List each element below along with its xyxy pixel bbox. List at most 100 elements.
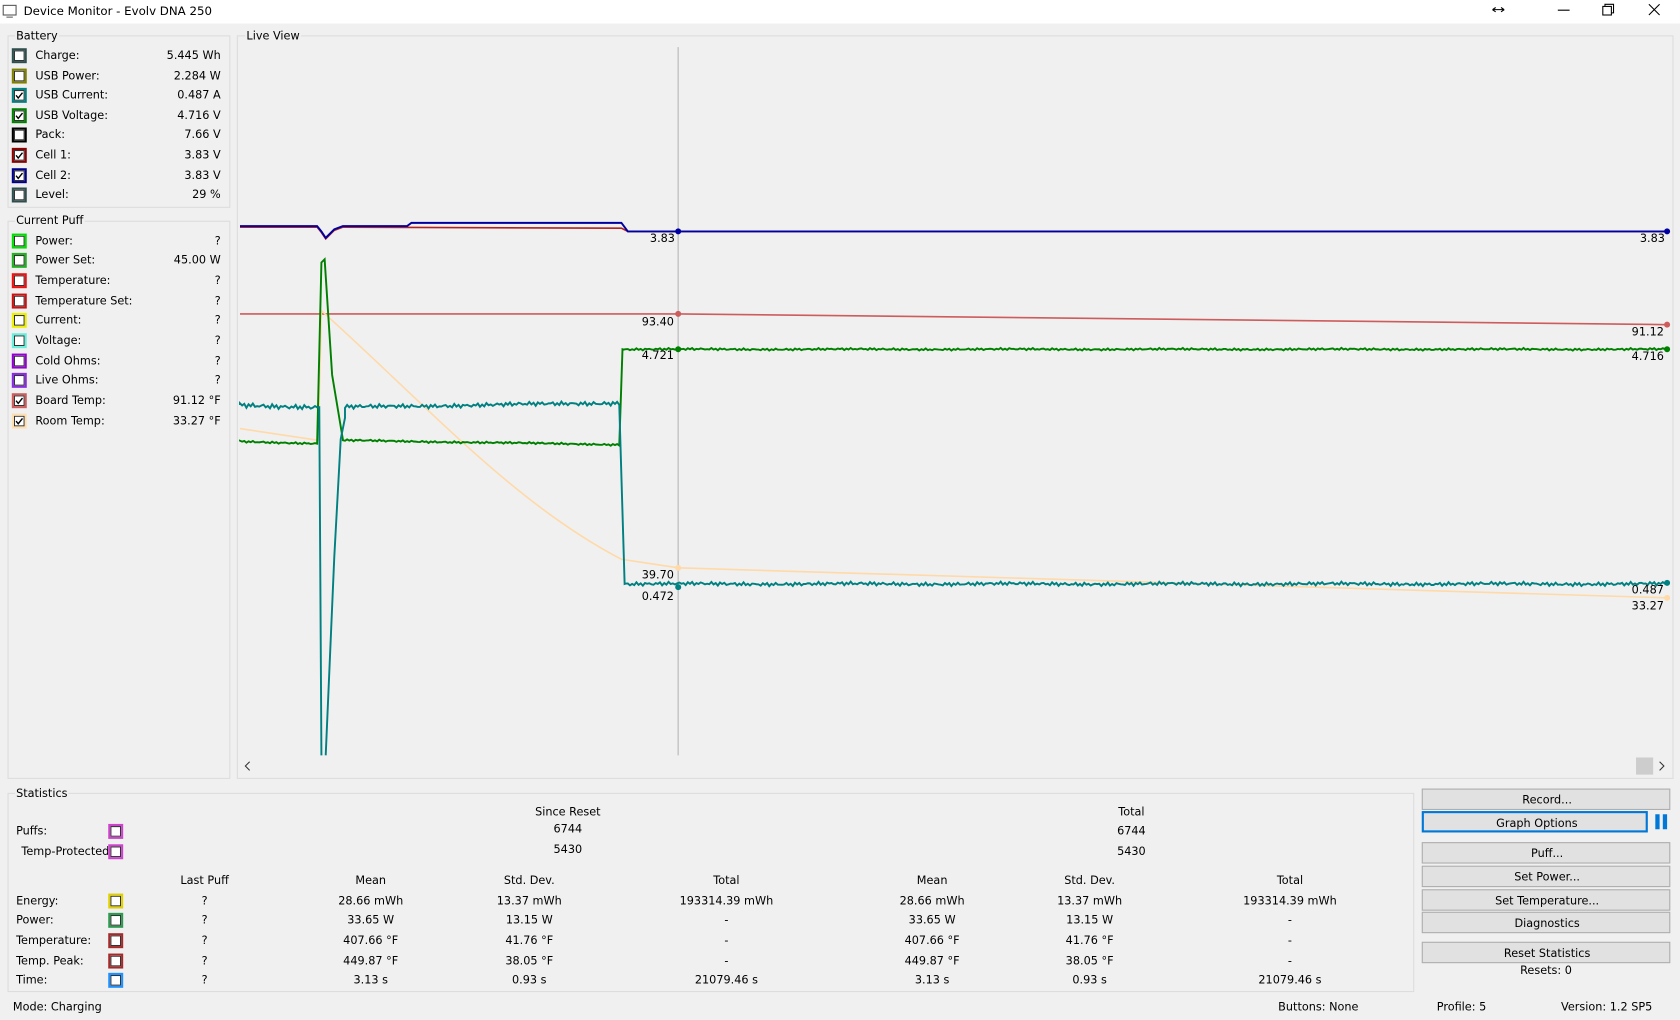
group-title: Live View [245, 28, 301, 44]
row-checkbox[interactable] [108, 823, 124, 839]
button[interactable]: Record... [1421, 788, 1671, 810]
row-label: Temp-Protected: [21, 845, 114, 859]
series-checkbox[interactable] [11, 48, 27, 64]
count-value: 6744 [553, 822, 583, 836]
row-checkbox[interactable] [108, 844, 124, 860]
series-checkbox[interactable] [11, 373, 27, 389]
item-label: Voltage: [35, 334, 82, 348]
cell1-line [239, 226, 1668, 241]
stat-cell: 0.93 s [512, 974, 547, 988]
button[interactable]: Puff... [1421, 842, 1671, 864]
series-checkbox[interactable] [11, 253, 27, 269]
stat-cell: ? [201, 934, 208, 948]
stat-cell: 13.37 mWh [1057, 894, 1123, 907]
scrollbar[interactable] [239, 756, 1670, 776]
status-text: Version: 1.2 SP5 [1561, 1000, 1653, 1014]
scroll-right[interactable] [1659, 761, 1665, 771]
item-label: Pack: [35, 128, 66, 142]
item-label: Live Ohms: [35, 374, 99, 388]
series-checkbox[interactable] [11, 273, 27, 289]
value-label: 33.27 [1631, 599, 1664, 613]
checkbox-inner [13, 169, 25, 181]
window-title: Device Monitor - Evolv DNA 250 [23, 4, 213, 19]
checkbox-inner [13, 235, 25, 246]
close-button[interactable] [1648, 3, 1660, 16]
checkbox-inner [13, 189, 25, 201]
button-label: Set Temperature... [1495, 894, 1600, 908]
series-checkbox[interactable] [11, 313, 27, 329]
scroll-thumb[interactable] [1636, 757, 1654, 775]
series-checkbox[interactable] [11, 333, 27, 349]
count-value: 5430 [1117, 845, 1146, 859]
button-label: Record... [1522, 793, 1572, 807]
item-value: ? [214, 334, 221, 348]
status-text: Buttons: None [1278, 1000, 1359, 1014]
scroll-left[interactable] [244, 761, 251, 771]
column-group-header: Since Reset [535, 805, 601, 819]
line-end-dot [675, 584, 682, 591]
checkbox-inner [13, 415, 25, 427]
row-checkbox[interactable] [108, 973, 124, 989]
value-label: 93.40 [641, 316, 674, 329]
button[interactable]: Diagnostics [1421, 911, 1671, 934]
item-value: 3.83 V [184, 168, 221, 182]
button[interactable]: Reset Statistics [1421, 941, 1671, 964]
stat-cell: 407.66 °F [904, 934, 960, 948]
stat-cell: - [1287, 934, 1292, 948]
series-checkbox[interactable] [11, 147, 27, 163]
stat-cell: 38.05 °F [1065, 954, 1114, 968]
button[interactable]: Set Power... [1421, 865, 1671, 888]
row-checkbox[interactable] [108, 933, 124, 949]
series-checkbox[interactable] [11, 353, 27, 369]
stat-cell: 3.13 s [353, 974, 388, 988]
button[interactable]: Set Temperature... [1421, 889, 1671, 911]
pause-icon[interactable] [1655, 814, 1660, 830]
group-title: Statistics [14, 786, 69, 802]
button[interactable]: Graph Options [1421, 811, 1648, 833]
item-value: ? [214, 274, 221, 288]
value-label: 3.83 [649, 232, 675, 246]
row-checkbox[interactable] [108, 893, 124, 909]
item-label: Charge: [35, 49, 80, 63]
line-end-dot [675, 310, 682, 317]
stat-cell: 193314.39 mWh [1243, 894, 1337, 907]
restore-button[interactable] [1602, 5, 1612, 16]
row-checkbox[interactable] [108, 953, 124, 969]
series-checkbox[interactable] [11, 413, 27, 429]
row-checkbox[interactable] [108, 913, 124, 929]
resize-icon[interactable] [1492, 7, 1505, 13]
line-end-dot [1664, 579, 1671, 586]
stat-cell: 41.76 °F [505, 934, 554, 948]
series-checkbox[interactable] [11, 107, 27, 123]
group-title: Current Puff [14, 213, 85, 229]
series-checkbox[interactable] [11, 393, 27, 409]
stat-cell: 33.65 W [347, 914, 395, 927]
pause-icon[interactable] [1662, 814, 1668, 830]
series-checkbox[interactable] [11, 187, 27, 203]
series-checkbox[interactable] [11, 233, 27, 249]
button-label: Graph Options [1496, 817, 1578, 831]
stat-cell: 38.05 °F [505, 954, 554, 968]
item-value: 33.27 °F [172, 414, 221, 428]
checkbox-inner [110, 895, 122, 906]
stat-cell: 449.87 °F [904, 954, 960, 968]
series-checkbox[interactable] [11, 88, 27, 104]
column-header: Mean [916, 874, 948, 888]
item-value: ? [214, 354, 221, 368]
cell2-line [239, 221, 1668, 240]
checkbox-inner [13, 295, 25, 306]
stat-cell: 28.66 mWh [899, 894, 965, 907]
checkbox-inner [110, 826, 122, 837]
item-value: 5.445 Wh [166, 49, 221, 63]
series-checkbox[interactable] [11, 127, 27, 143]
series-checkbox[interactable] [11, 293, 27, 309]
item-label: Room Temp: [35, 414, 105, 428]
item-value: 2.284 W [173, 69, 221, 83]
value-label: 91.12 [1631, 325, 1664, 339]
series-checkbox[interactable] [11, 167, 27, 183]
item-value: ? [214, 234, 221, 247]
item-value: ? [214, 294, 221, 308]
item-value: ? [214, 314, 221, 328]
stat-cell: 13.15 W [1066, 914, 1114, 927]
series-checkbox[interactable] [11, 68, 27, 84]
